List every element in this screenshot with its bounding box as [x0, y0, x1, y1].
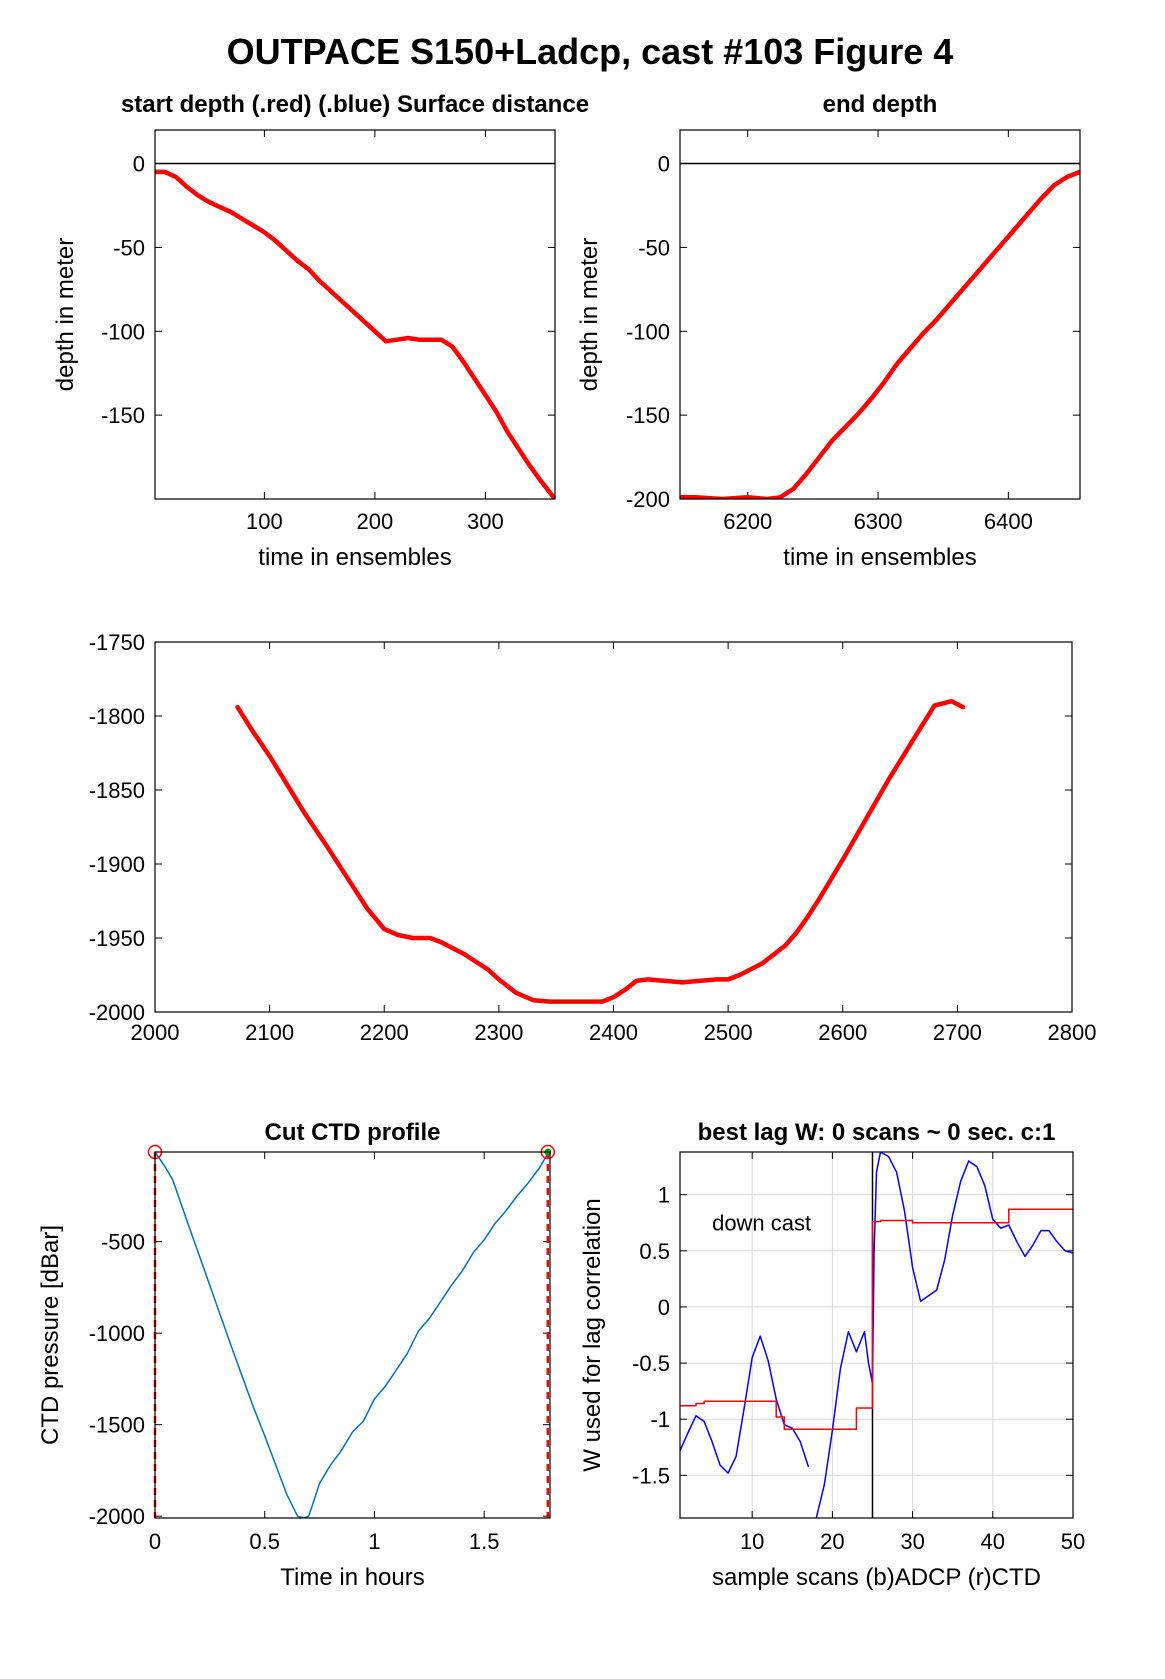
- y-tick-label: -1800: [89, 704, 145, 729]
- x-axis-label: sample scans (b)ADCP (r)CTD: [712, 1564, 1041, 1591]
- y-axis-label: CTD pressure [dBar]: [37, 1225, 64, 1445]
- y-tick-label: -200: [626, 487, 670, 512]
- x-tick-label: 50: [1061, 1529, 1085, 1554]
- series-line-0: [155, 169, 555, 499]
- y-tick-label: -50: [638, 235, 670, 260]
- x-tick-label: 2200: [360, 1020, 409, 1045]
- y-tick-label: -1.5: [632, 1463, 670, 1488]
- series-line-0: [155, 1152, 549, 1518]
- x-tick-label: 2300: [474, 1020, 523, 1045]
- axes-frame: [679, 1151, 1074, 1519]
- x-tick-label: 100: [246, 509, 283, 534]
- plot-content: [680, 1152, 1073, 1518]
- y-tick-label: -150: [626, 403, 670, 428]
- axes-title: Cut CTD profile: [265, 1119, 441, 1146]
- axes-frame: [154, 641, 1073, 1013]
- annotation-down-cast: down cast: [712, 1211, 811, 1236]
- x-tick-label: 0: [149, 1529, 161, 1554]
- y-tick-label: -100: [101, 319, 145, 344]
- plot-content: [680, 162, 1080, 499]
- x-tick-label: 6400: [984, 509, 1033, 534]
- y-tick-label: -1750: [89, 630, 145, 655]
- axes-title: best lag W: 0 scans ~ 0 sec. c:1: [698, 1119, 1056, 1146]
- y-tick-label: -100: [626, 319, 670, 344]
- x-tick-label: 2000: [131, 1020, 180, 1045]
- axes-frame: [154, 129, 556, 500]
- y-tick-label: -1850: [89, 778, 145, 803]
- x-tick-label: 6200: [723, 509, 772, 534]
- x-tick-label: 6300: [854, 509, 903, 534]
- series-line-adcp: [815, 1152, 1073, 1518]
- x-tick-label: 300: [467, 509, 504, 534]
- x-tick-label: 10: [740, 1529, 764, 1554]
- y-tick-label: 1: [658, 1183, 670, 1208]
- x-axis-label: time in ensembles: [783, 544, 976, 571]
- x-tick-label: 2100: [245, 1020, 294, 1045]
- y-tick-label: 0: [658, 1295, 670, 1320]
- plot-area: [155, 642, 1072, 1012]
- plot-area: [680, 130, 1080, 499]
- y-tick-label: -500: [101, 1230, 145, 1255]
- y-tick-label: -0.5: [632, 1351, 670, 1376]
- y-tick-label: -2000: [89, 1504, 145, 1529]
- series-line-0: [680, 169, 1080, 499]
- x-tick-label: 30: [900, 1529, 924, 1554]
- x-tick-label: 200: [357, 509, 394, 534]
- series-line-adcp: [680, 1335, 810, 1474]
- x-tick-label: 0.5: [249, 1529, 280, 1554]
- y-tick-label: -1500: [89, 1413, 145, 1438]
- x-tick-label: 2400: [589, 1020, 638, 1045]
- axes-frame: [679, 129, 1081, 500]
- y-tick-label: -1: [650, 1407, 670, 1432]
- axes-title: start depth (.red) (.blue) Surface dista…: [121, 91, 589, 118]
- plot-area: [155, 1152, 550, 1518]
- plot-content: [235, 698, 966, 1004]
- series-line-0: [235, 698, 966, 1004]
- x-tick-label: 2500: [704, 1020, 753, 1045]
- axes-start-depth: 100 200 300 0 -50 -100 -150 start depth (.red) …: [52, 91, 589, 571]
- x-tick-label: 1.5: [469, 1529, 500, 1554]
- y-axis-label: depth in meter: [52, 238, 79, 391]
- figure-title: OUTPACE S150+Ladcp, cast #103 Figure 4: [227, 31, 954, 72]
- x-tick-label: 2700: [933, 1020, 982, 1045]
- y-tick-label: -1900: [89, 852, 145, 877]
- x-tick-label: 20: [820, 1529, 844, 1554]
- y-tick-label: -150: [101, 403, 145, 428]
- x-tick-label: 40: [981, 1529, 1005, 1554]
- axes-title: end depth: [823, 91, 938, 118]
- y-tick-label: -1950: [89, 926, 145, 951]
- y-axis-label: W used for lag correlation: [579, 1198, 606, 1471]
- y-tick-label: 0: [133, 152, 145, 177]
- plot-area: [680, 1152, 1073, 1518]
- axes-end-depth: 6200 6300 6400 0 -50 -100 -150 -200 end depth tim…: [576, 91, 1081, 571]
- series-line-ctd: [680, 1208, 1073, 1431]
- axes-best-lag: 10 20 30 40 50 1 0.5 0 -0.5 -1 -1.5 down cast best l…: [579, 1119, 1085, 1591]
- plot-content: [155, 162, 555, 499]
- x-tick-label: 1: [368, 1529, 380, 1554]
- y-tick-label: -1000: [89, 1321, 145, 1346]
- y-axis-label: depth in meter: [576, 238, 603, 391]
- x-axis-label: Time in hours: [280, 1564, 425, 1591]
- y-tick-label: 0: [658, 152, 670, 177]
- x-tick-label: 2600: [818, 1020, 867, 1045]
- x-tick-label: 2800: [1048, 1020, 1097, 1045]
- y-tick-label: -2000: [89, 1000, 145, 1025]
- y-tick-label: -50: [113, 235, 145, 260]
- x-axis-label: time in ensembles: [258, 544, 451, 571]
- y-tick-label: 0.5: [639, 1239, 670, 1264]
- axes-bottom-depth: 2000 2100 2200 2300 2400 2500 2600 2700 2800 -175…: [89, 630, 1097, 1045]
- plot-content: [155, 1152, 549, 1518]
- axes-frame: [154, 1151, 551, 1519]
- axes-cut-ctd: 0 0.5 1 1.5 -500 -1000 -1500 -2000 Cut CTD profi…: [37, 1119, 556, 1591]
